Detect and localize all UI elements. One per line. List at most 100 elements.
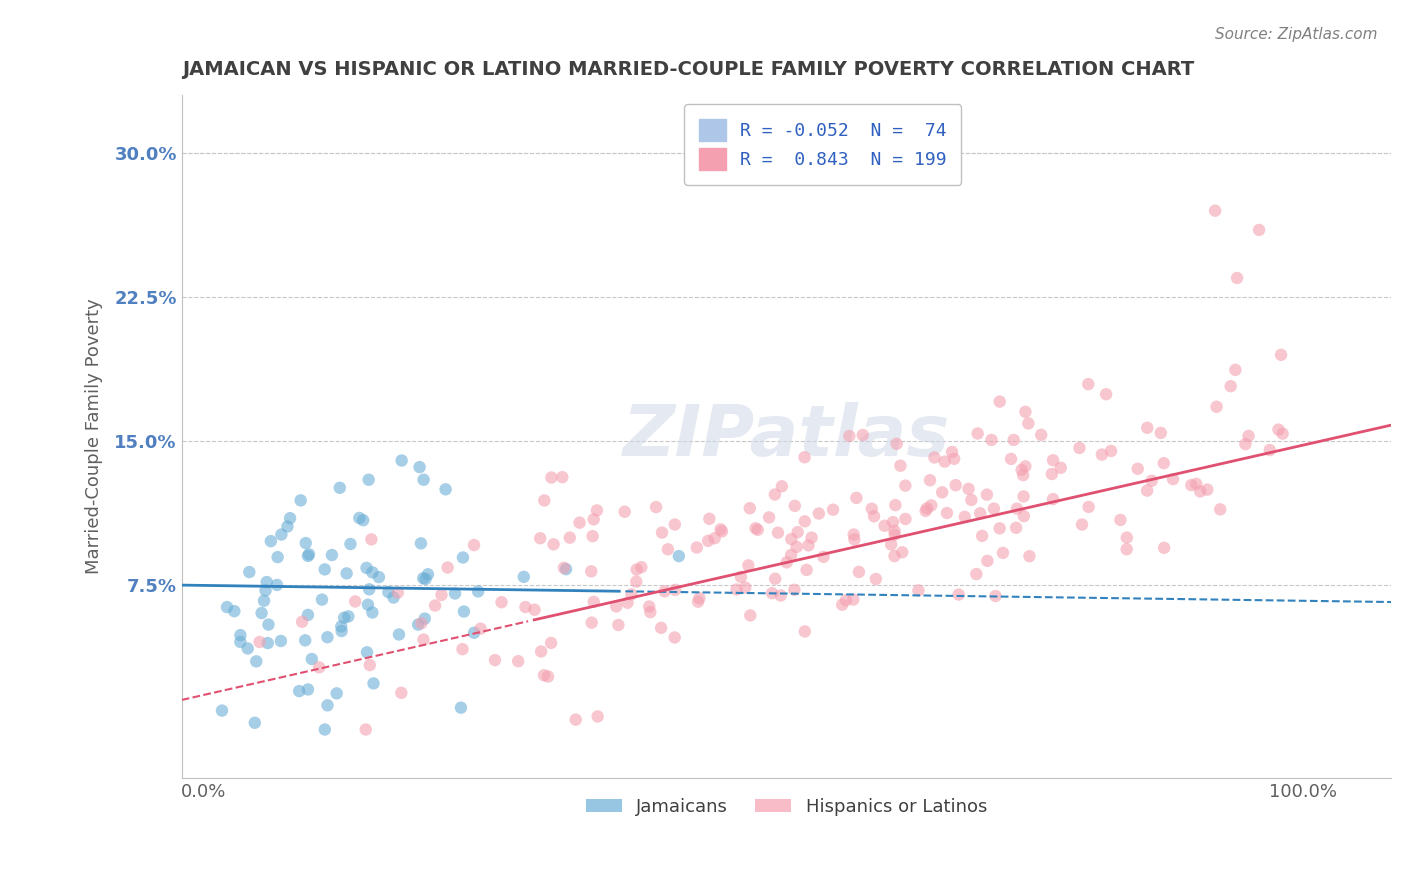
Point xyxy=(786,525,808,540)
Point xyxy=(654,584,676,599)
Point xyxy=(409,536,432,550)
Point xyxy=(783,499,806,513)
Point xyxy=(860,501,883,516)
Point xyxy=(337,609,360,624)
Point xyxy=(761,586,783,600)
Point xyxy=(988,521,1011,535)
Point xyxy=(294,633,316,648)
Point xyxy=(249,635,271,649)
Point xyxy=(586,503,609,517)
Point xyxy=(413,611,436,625)
Point xyxy=(1180,478,1202,492)
Point xyxy=(941,445,963,459)
Point xyxy=(297,607,319,622)
Point xyxy=(613,505,636,519)
Point xyxy=(730,570,752,584)
Point xyxy=(297,549,319,563)
Point xyxy=(734,581,756,595)
Point xyxy=(1115,542,1137,557)
Point xyxy=(1077,377,1099,392)
Point xyxy=(1017,417,1039,431)
Point xyxy=(1091,448,1114,462)
Point xyxy=(709,522,731,536)
Point xyxy=(555,562,578,576)
Point xyxy=(260,534,283,549)
Point xyxy=(976,554,998,568)
Point xyxy=(776,555,799,569)
Point xyxy=(1270,348,1292,362)
Point xyxy=(451,550,474,565)
Point xyxy=(1204,203,1226,218)
Point xyxy=(957,482,980,496)
Point xyxy=(352,513,374,527)
Point xyxy=(229,635,252,649)
Point xyxy=(1002,433,1025,447)
Point xyxy=(453,605,475,619)
Point xyxy=(450,700,472,714)
Point xyxy=(883,524,905,538)
Point xyxy=(530,644,553,658)
Point xyxy=(1234,437,1257,451)
Point xyxy=(657,542,679,557)
Point xyxy=(1153,541,1175,555)
Point xyxy=(330,619,353,633)
Point xyxy=(883,549,905,563)
Point xyxy=(1012,509,1035,524)
Point xyxy=(529,531,551,545)
Point xyxy=(918,473,941,487)
Point xyxy=(1267,423,1289,437)
Point xyxy=(540,636,562,650)
Point xyxy=(463,625,485,640)
Point xyxy=(297,682,319,697)
Point xyxy=(1011,463,1033,477)
Point xyxy=(630,560,652,574)
Point xyxy=(686,595,709,609)
Point xyxy=(270,527,292,541)
Point xyxy=(766,525,789,540)
Point xyxy=(357,598,380,612)
Point xyxy=(523,603,546,617)
Point xyxy=(626,563,648,577)
Point xyxy=(294,536,316,550)
Point xyxy=(256,636,278,650)
Point xyxy=(568,516,591,530)
Point xyxy=(1197,483,1219,497)
Point xyxy=(470,622,492,636)
Point xyxy=(360,533,382,547)
Point xyxy=(1005,521,1028,535)
Point xyxy=(936,506,959,520)
Point xyxy=(1258,443,1281,458)
Point xyxy=(758,510,780,524)
Point xyxy=(540,470,562,484)
Point xyxy=(329,481,352,495)
Point xyxy=(586,709,609,723)
Point xyxy=(920,499,942,513)
Point xyxy=(886,437,908,451)
Point xyxy=(988,394,1011,409)
Point xyxy=(831,598,853,612)
Point xyxy=(1042,453,1064,467)
Point xyxy=(278,511,301,525)
Point xyxy=(1209,502,1232,516)
Point xyxy=(533,668,555,682)
Point xyxy=(835,593,858,607)
Point xyxy=(697,533,720,548)
Point xyxy=(1150,425,1173,440)
Point xyxy=(513,570,536,584)
Point xyxy=(416,567,439,582)
Point xyxy=(423,599,446,613)
Point xyxy=(852,428,875,442)
Point xyxy=(934,454,956,468)
Point xyxy=(907,583,929,598)
Point xyxy=(582,512,605,526)
Point xyxy=(349,511,371,525)
Point xyxy=(1031,427,1053,442)
Point xyxy=(1012,468,1035,483)
Point xyxy=(581,615,603,630)
Point xyxy=(865,572,887,586)
Point xyxy=(770,479,793,493)
Point xyxy=(1153,456,1175,470)
Point xyxy=(1109,513,1132,527)
Point xyxy=(288,684,311,698)
Point xyxy=(1077,500,1099,514)
